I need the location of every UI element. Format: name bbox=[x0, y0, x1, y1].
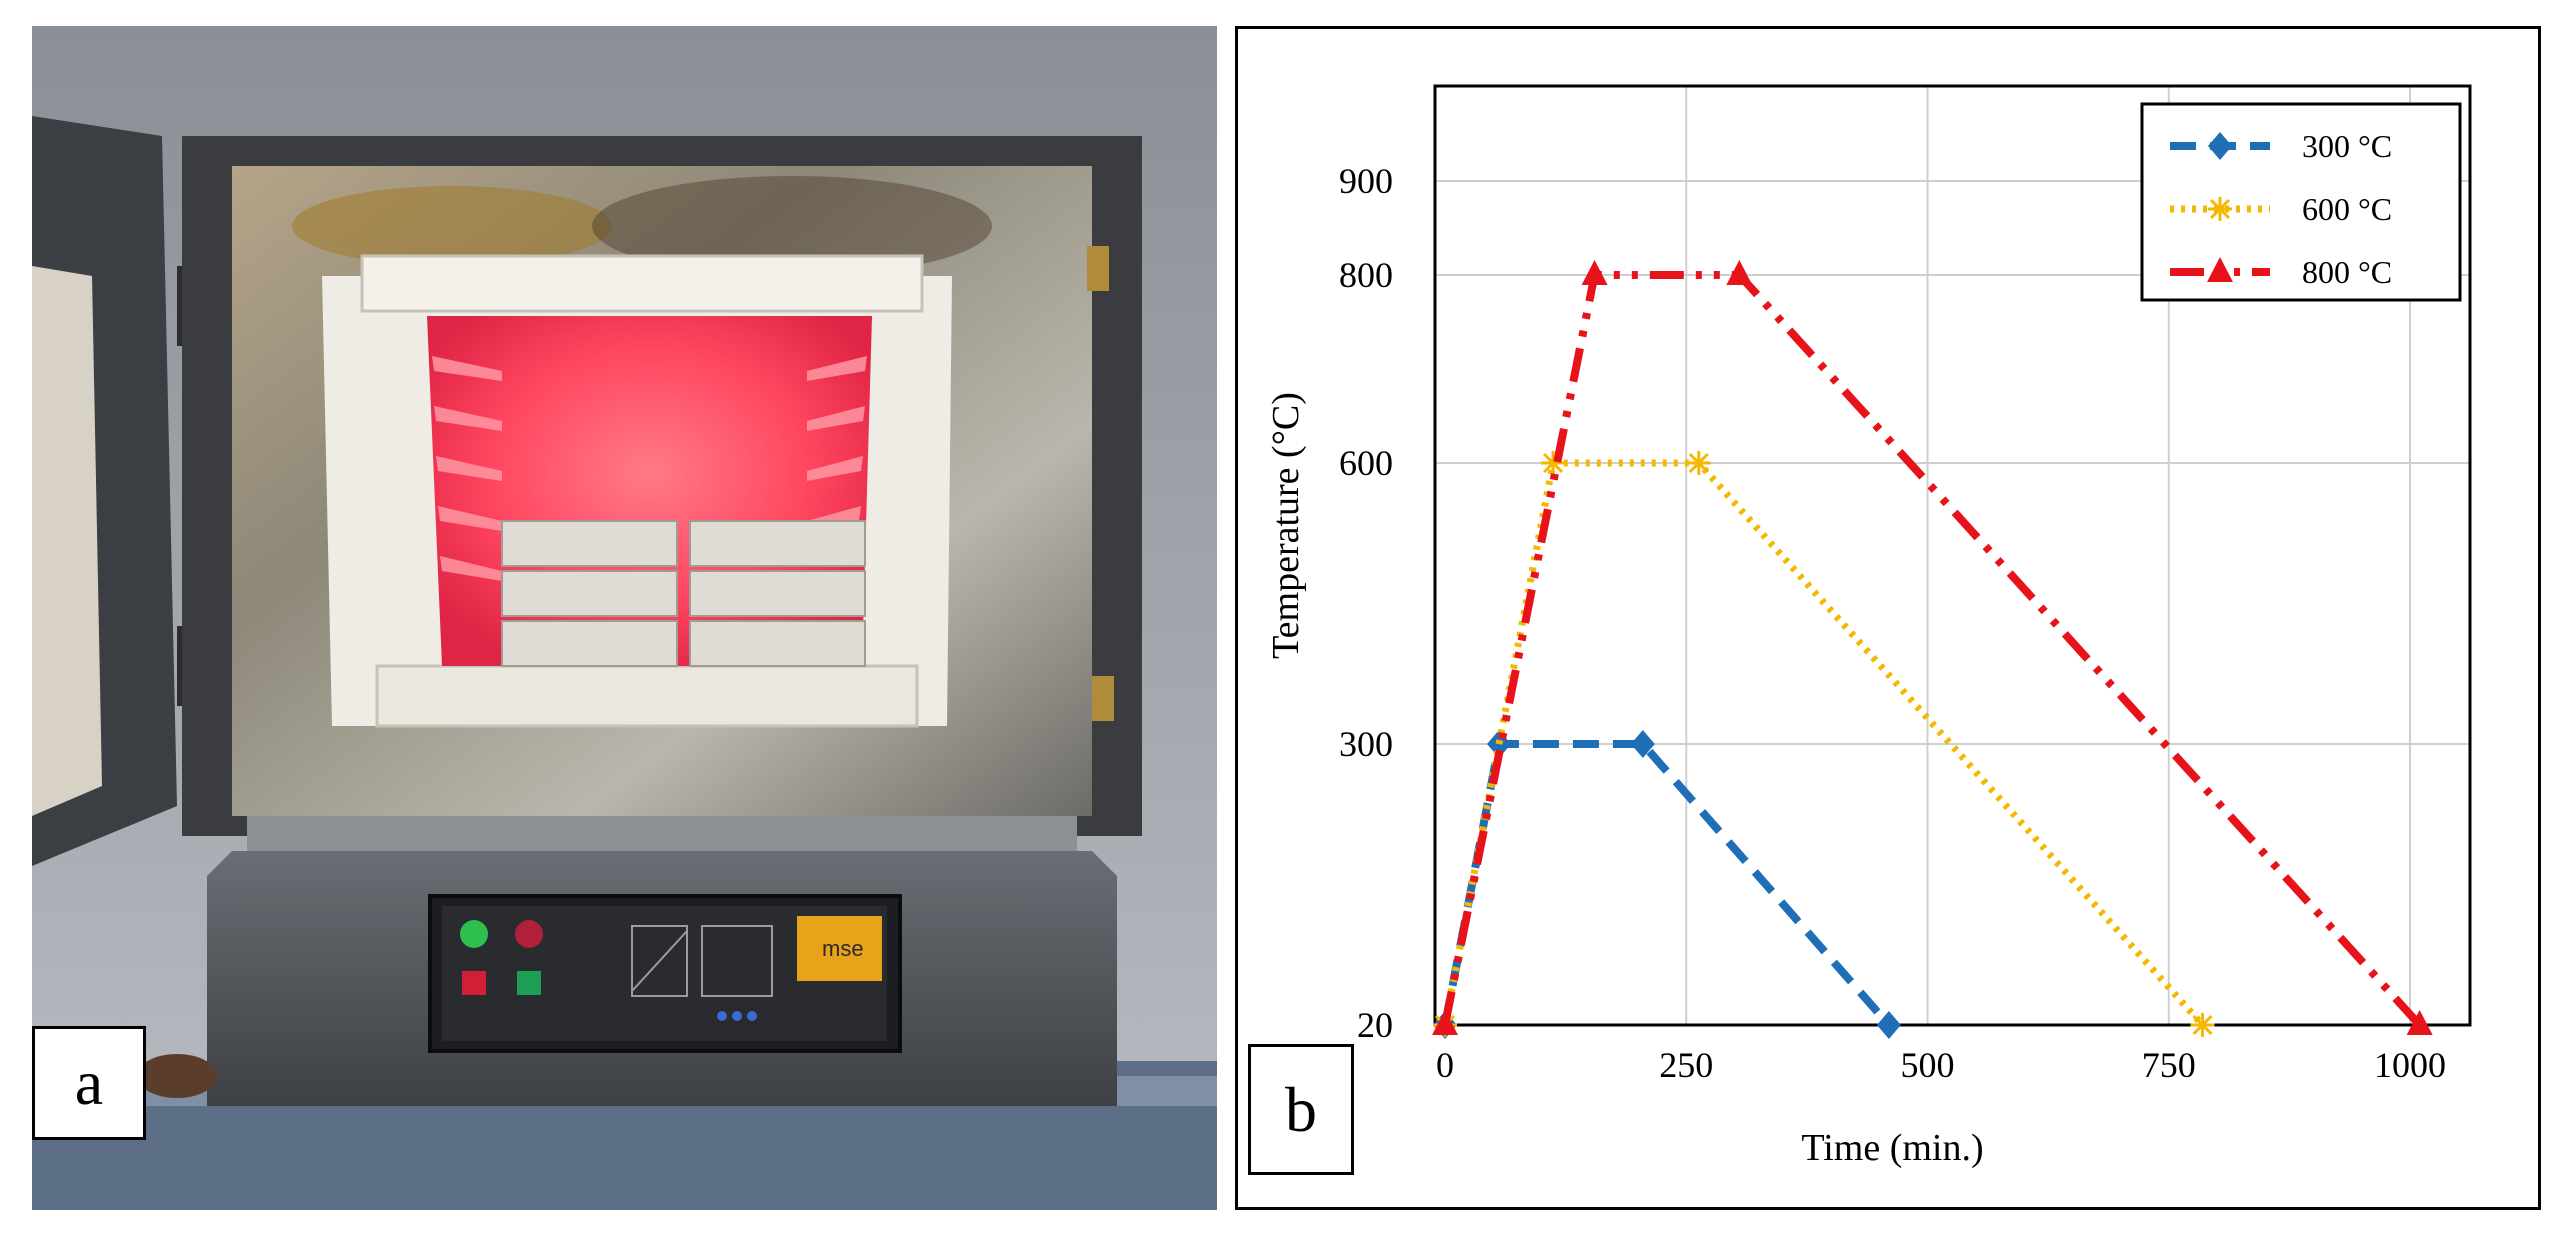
data-point-diamond bbox=[2208, 132, 2232, 160]
panel-label-a-text: a bbox=[74, 1047, 104, 1118]
legend-item: 800 °C bbox=[2170, 254, 2392, 290]
legend-item: 300 °C bbox=[2170, 128, 2392, 164]
furnace-photo-icon: mse bbox=[32, 26, 1217, 1210]
x-tick-label: 250 bbox=[1659, 1045, 1713, 1085]
x-tick-label: 0 bbox=[1436, 1045, 1454, 1085]
data-point-star bbox=[2190, 1013, 2215, 1037]
y-tick-label: 800 bbox=[1339, 255, 1393, 295]
legend-label: 300 °C bbox=[2302, 128, 2392, 164]
data-point-diamond bbox=[1876, 1011, 1901, 1039]
chart-series bbox=[1432, 260, 2433, 1039]
plot-area-frame bbox=[1433, 84, 2472, 1027]
y-tick-label: 900 bbox=[1339, 161, 1393, 201]
series-2 bbox=[1432, 260, 2433, 1035]
data-point-triangle bbox=[1581, 260, 1608, 285]
x-axis-title: Time (min.) bbox=[1801, 1127, 1983, 1169]
panel-label-b-text: b bbox=[1285, 1073, 1317, 1145]
data-point-triangle bbox=[1432, 1010, 1458, 1035]
series-0 bbox=[1433, 730, 1901, 1039]
panel-a-furnace-photo: mse a bbox=[32, 26, 1217, 1210]
panel-label-a: a bbox=[32, 1026, 146, 1140]
data-point-triangle bbox=[2406, 1010, 2433, 1035]
x-tick-label: 1000 bbox=[2374, 1045, 2446, 1085]
data-point-triangle bbox=[1726, 260, 1753, 285]
panel-b-temperature-chart: 0 250 500 750 1000 20 300 600 800 900 Time (min.)… bbox=[1235, 26, 2541, 1210]
temperature-time-chart: 0 250 500 750 1000 20 300 600 800 900 Time (min.)… bbox=[1265, 84, 2472, 1169]
y-tick-label: 300 bbox=[1339, 724, 1393, 764]
axis-ticks: 0 250 500 750 1000 20 300 600 800 900 bbox=[1339, 161, 2446, 1085]
legend-item: 600 °C bbox=[2170, 191, 2392, 227]
series-line bbox=[1441, 740, 1892, 1028]
y-tick-label: 20 bbox=[1357, 1005, 1393, 1045]
legend-label: 800 °C bbox=[2302, 254, 2392, 290]
panel-label-b: b bbox=[1248, 1044, 1354, 1175]
legend-box bbox=[2140, 102, 2462, 302]
y-tick-label: 600 bbox=[1339, 443, 1393, 483]
data-point-star bbox=[2208, 197, 2232, 221]
chart-legend: 300 °C 600 °C 800 °C bbox=[2140, 102, 2462, 302]
legend-label: 600 °C bbox=[2302, 191, 2392, 227]
data-point-triangle bbox=[2207, 257, 2233, 282]
data-point-diamond bbox=[1630, 730, 1655, 758]
brand-logo: mse bbox=[822, 936, 864, 961]
x-tick-label: 500 bbox=[1901, 1045, 1955, 1085]
series-line bbox=[1441, 271, 2423, 1028]
series-line bbox=[1441, 459, 2206, 1028]
y-axis-title: Temperature (°C) bbox=[1265, 392, 1307, 659]
data-point-star bbox=[1541, 451, 1566, 475]
x-tick-label: 750 bbox=[2142, 1045, 2196, 1085]
data-point-star bbox=[1686, 451, 1711, 475]
